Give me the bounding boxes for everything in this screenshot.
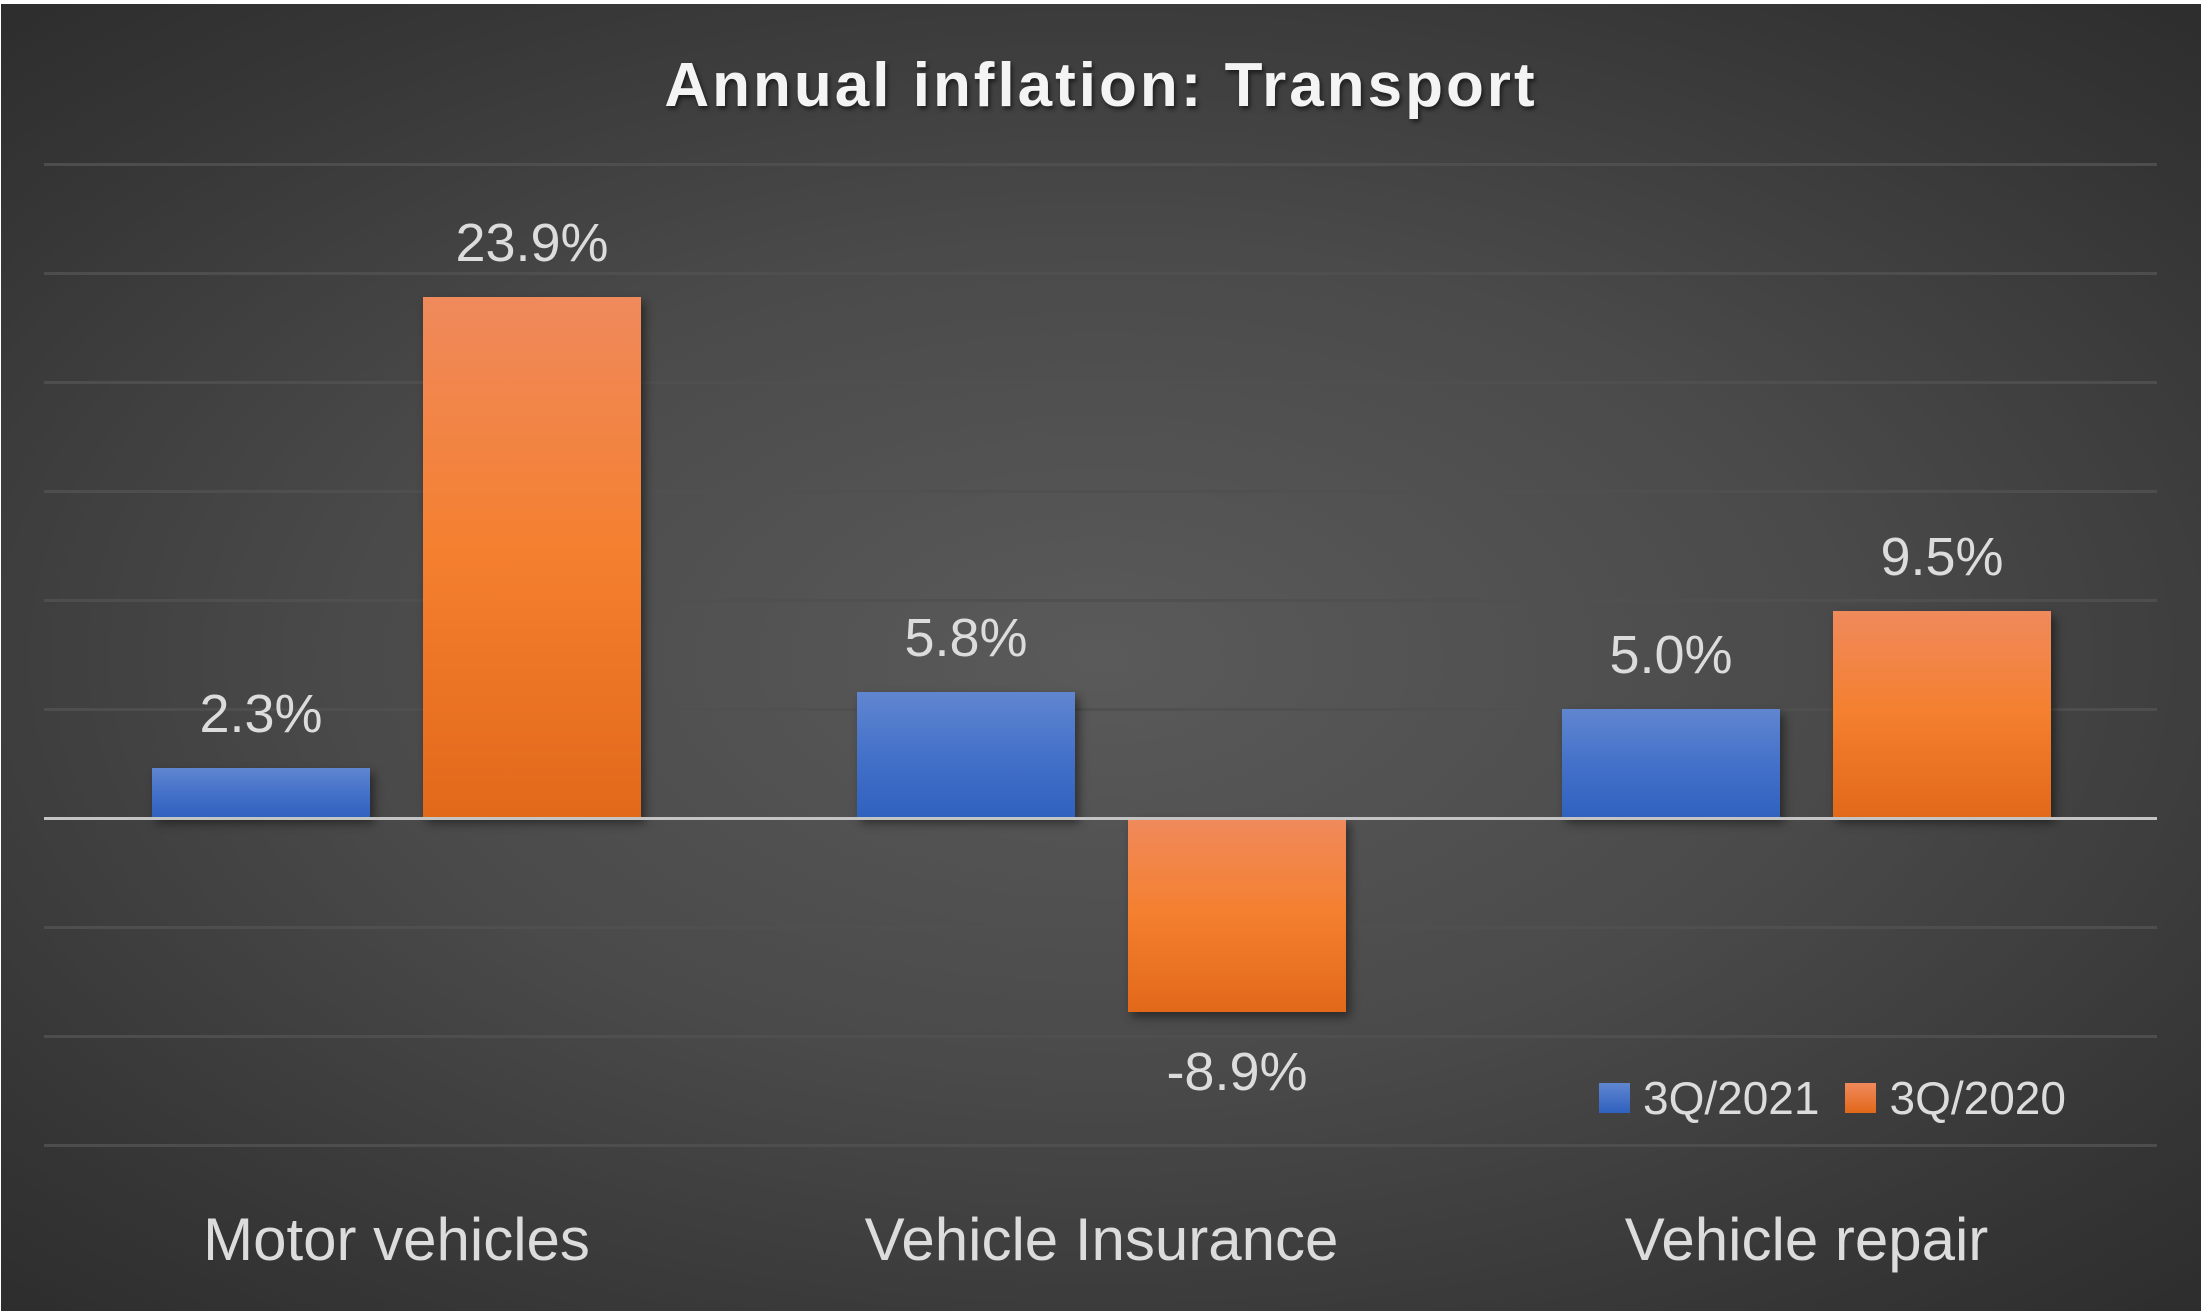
legend-swatch-blue-icon: [1599, 1083, 1630, 1113]
data-label: 23.9%: [455, 212, 609, 273]
gridline: [44, 163, 2157, 166]
bar-motor-vehicles-3q2021[interactable]: [152, 767, 370, 818]
bar-motor-vehicles-3q2020[interactable]: [423, 296, 641, 818]
bar-vehicle-insurance-3q2020[interactable]: [1128, 818, 1346, 1013]
legend-label: 3Q/2021: [1643, 1072, 1820, 1124]
category-label: Motor vehicles: [203, 1206, 590, 1273]
data-label: 2.3%: [199, 683, 323, 744]
gridline: [44, 708, 2157, 711]
plot-area: 2.3% 23.9% Motor vehicles 5.8% -8.9% Vehicle …: [1, 4, 2201, 1311]
bar-vehicle-repair-3q2021[interactable]: [1562, 709, 1780, 818]
chart-panel: Annual inflation: Transport 2.3% 23.9% Mot…: [1, 4, 2201, 1311]
legend: 3Q/2021 3Q/2020: [1599, 1068, 2066, 1128]
gridline: [44, 272, 2157, 275]
data-label: -8.9%: [1166, 1042, 1308, 1103]
legend-swatch-orange-icon: [1845, 1083, 1877, 1113]
gridline: [44, 599, 2157, 602]
data-label: 5.8%: [904, 607, 1028, 668]
gridline: [44, 926, 2157, 929]
gridline: [44, 490, 2157, 493]
gridline: [44, 1144, 2157, 1147]
bar-vehicle-insurance-3q2021[interactable]: [857, 691, 1075, 818]
category-label: Vehicle Insurance: [864, 1206, 1339, 1273]
legend-label: 3Q/2020: [1889, 1072, 2066, 1124]
category-label: Vehicle repair: [1624, 1206, 1989, 1273]
legend-item-3q2020[interactable]: 3Q/2020: [1845, 1070, 2066, 1126]
data-label: 5.0%: [1609, 625, 1733, 685]
zero-axis-line: [44, 817, 2157, 820]
data-label: 9.5%: [1880, 526, 2004, 587]
bar-vehicle-repair-3q2020[interactable]: [1833, 610, 2051, 818]
gridline: [44, 381, 2157, 384]
chart-title: Annual inflation: Transport: [664, 51, 1538, 120]
legend-item-3q2021[interactable]: 3Q/2021: [1599, 1070, 1819, 1126]
gridline: [44, 1035, 2157, 1038]
